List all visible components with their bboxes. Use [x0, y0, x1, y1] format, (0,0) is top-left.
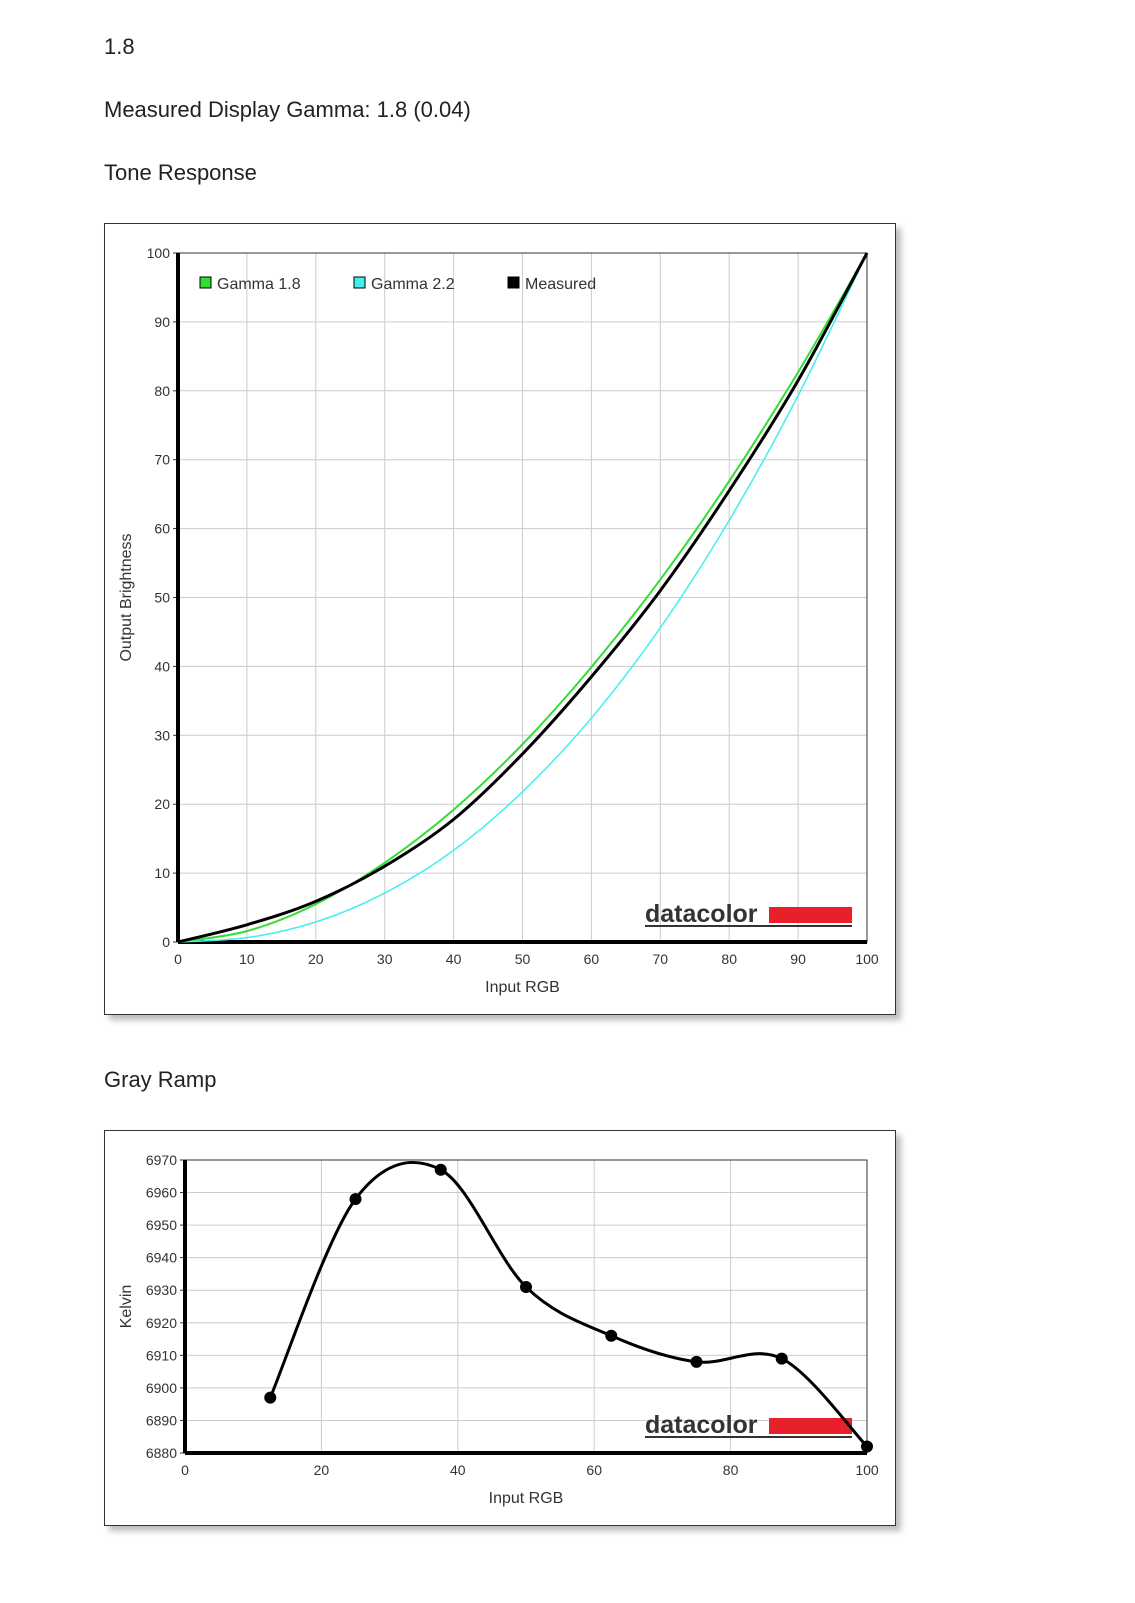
- x-tick-label: 0: [181, 1462, 189, 1478]
- x-tick-label: 100: [855, 951, 879, 967]
- y-tick-label: 60: [154, 521, 170, 537]
- plot-frame: [184, 1159, 868, 1454]
- data-point: [861, 1440, 873, 1453]
- y-axis-label: Output Brightness: [118, 533, 135, 661]
- y-tick-label: 6880: [146, 1445, 177, 1461]
- x-tick-label: 100: [855, 1462, 879, 1478]
- x-tick-label: 60: [584, 951, 600, 967]
- x-tick-label: 80: [721, 951, 737, 967]
- y-tick-label: 90: [154, 314, 170, 330]
- data-point: [520, 1280, 532, 1293]
- x-tick-label: 30: [377, 951, 393, 967]
- data-point: [264, 1391, 277, 1404]
- y-axis-label: Kelvin: [118, 1285, 135, 1329]
- x-tick-label: 90: [790, 951, 806, 967]
- data-point: [690, 1355, 703, 1368]
- y-tick-label: 10: [154, 865, 170, 881]
- y-tick-label: 80: [154, 383, 170, 399]
- x-axis-label: Input RGB: [485, 979, 560, 996]
- datacolor-logo: datacolor: [645, 900, 852, 928]
- data-point: [434, 1163, 447, 1176]
- y-tick-label: 6900: [146, 1380, 177, 1396]
- y-tick-label: 6930: [146, 1282, 177, 1298]
- series-line-measured: [177, 252, 869, 944]
- y-tick-label: 6960: [146, 1185, 177, 1201]
- series-line-gamma-1-8: [177, 252, 868, 943]
- x-tick-label: 40: [450, 1462, 466, 1478]
- y-tick-label: 6940: [146, 1250, 177, 1266]
- tone-response-chart: 0 10 20 30 40 50 60 70 80 90 100 0 10 20 30 40 50 60 70 80 9…: [104, 223, 896, 1015]
- x-tick-label: 70: [653, 951, 669, 967]
- data-point: [605, 1329, 618, 1342]
- y-tick-label: 6970: [146, 1152, 177, 1168]
- datacolor-logo-text: datacolor: [645, 900, 758, 928]
- x-tick-label: 80: [723, 1462, 739, 1478]
- legend-swatch: [507, 276, 520, 289]
- x-tick-label: 60: [586, 1462, 602, 1478]
- legend-label: Measured: [525, 276, 596, 293]
- y-tick-label: 100: [147, 245, 171, 261]
- datacolor-logo-text: datacolor: [645, 1411, 758, 1439]
- tone-response-title: Tone Response: [104, 160, 257, 185]
- y-tick-label: 40: [154, 658, 170, 674]
- x-tick-label: 0: [174, 951, 182, 967]
- y-tick-label: 30: [154, 727, 170, 743]
- gray-ramp-chart: 0 20 40 60 80 100 6880 6890 6900 6910 6920 6930 6940…: [104, 1130, 896, 1526]
- series-line-kelvin: [268, 1161, 869, 1448]
- legend-swatch: [353, 276, 366, 289]
- datacolor-logo-bar: [769, 1418, 852, 1434]
- legend-label: Gamma 2.2: [371, 276, 455, 293]
- measured-gamma-label: Measured Display Gamma: 1.8 (0.04): [104, 97, 471, 122]
- x-tick-label: 10: [239, 951, 255, 967]
- gray-ramp-title: Gray Ramp: [104, 1067, 217, 1092]
- data-point: [775, 1352, 788, 1365]
- legend-swatch: [199, 276, 212, 289]
- gamma-value: 1.8: [104, 34, 135, 59]
- x-tick-label: 40: [446, 951, 462, 967]
- y-tick-label: 50: [154, 590, 170, 606]
- x-tick-label: 50: [515, 951, 531, 967]
- y-tick-label: 0: [162, 934, 170, 950]
- datacolor-logo-bar: [769, 907, 852, 923]
- datacolor-logo: datacolor: [645, 1411, 852, 1439]
- y-tick-label: 6890: [146, 1412, 177, 1428]
- y-tick-label: 70: [154, 452, 170, 468]
- y-tick-label: 6920: [146, 1315, 177, 1331]
- data-point: [349, 1193, 362, 1206]
- x-tick-label: 20: [314, 1462, 330, 1478]
- x-axis-label: Input RGB: [489, 1490, 564, 1507]
- x-tick-label: 20: [308, 951, 324, 967]
- series-line-gamma-2-2: [177, 252, 868, 943]
- y-tick-label: 6910: [146, 1347, 177, 1363]
- legend-label: Gamma 1.8: [217, 276, 301, 293]
- y-tick-label: 6950: [146, 1217, 177, 1233]
- y-tick-label: 20: [154, 796, 170, 812]
